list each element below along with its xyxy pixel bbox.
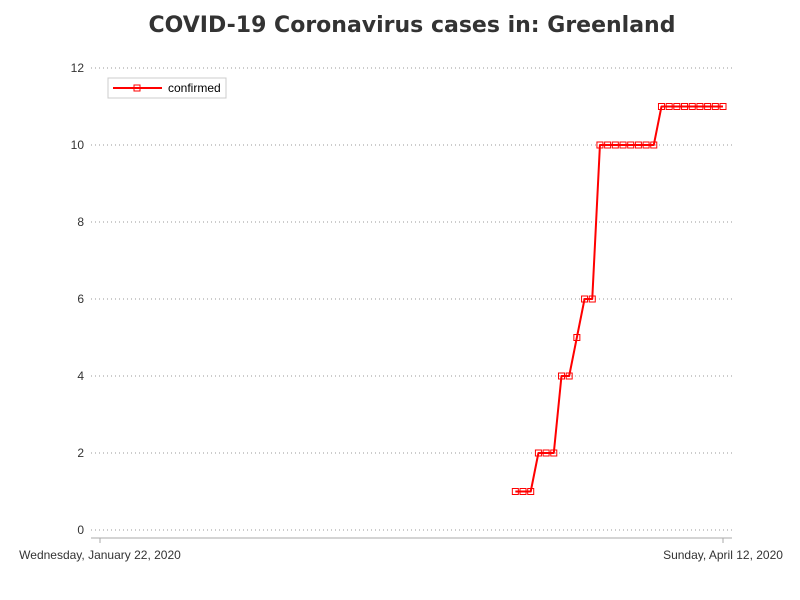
data-point-marker [704, 103, 712, 110]
data-point-marker [604, 141, 612, 149]
data-point-marker [657, 103, 665, 110]
data-point-marker [650, 141, 658, 149]
data-point-marker [673, 103, 681, 110]
series-confirmed [511, 103, 727, 495]
data-point-marker [681, 103, 689, 110]
data-point-marker [565, 372, 573, 380]
y-tick-label: 4 [77, 369, 84, 383]
data-point-marker [688, 103, 696, 110]
y-tick-label: 10 [71, 138, 85, 152]
y-tick-label: 8 [77, 215, 84, 229]
data-point-marker [542, 449, 550, 457]
data-point-marker [611, 141, 619, 149]
data-point-marker [696, 103, 704, 110]
data-point-marker [573, 334, 581, 341]
data-point-marker [550, 449, 558, 457]
x-tick-label: Wednesday, January 22, 2020 [19, 548, 181, 562]
data-point-marker [665, 103, 673, 110]
data-point-marker [719, 103, 727, 110]
y-tick-label: 6 [77, 292, 84, 306]
y-tick-label: 0 [77, 523, 84, 537]
legend: confirmed [107, 77, 227, 99]
x-tick-label: Sunday, April 12, 2020 [663, 548, 783, 562]
data-point-marker [711, 103, 719, 110]
y-axis-tick-labels: 0 2 4 6 8 10 12 [71, 61, 85, 537]
legend-marker-swatch [133, 84, 141, 92]
data-point-marker [634, 141, 642, 149]
data-point-marker [557, 372, 565, 380]
data-point-marker [511, 488, 519, 495]
data-point-marker [596, 141, 604, 149]
data-point-marker [619, 141, 627, 149]
legend-box [107, 77, 227, 99]
data-point-marker [534, 449, 542, 457]
chart-title: COVID-19 Coronavirus cases in: Greenland [149, 13, 676, 38]
y-tick-label: 12 [71, 61, 85, 75]
data-point-marker [642, 141, 650, 149]
data-point-marker [519, 488, 527, 495]
x-axis: Wednesday, January 22, 2020 Sunday, April… [19, 538, 783, 562]
y-gridlines [91, 67, 732, 531]
y-tick-label: 2 [77, 446, 84, 460]
series-line-confirmed [515, 105, 723, 493]
data-point-marker [527, 488, 535, 495]
data-point-marker [581, 295, 589, 303]
legend-label-confirmed: confirmed [168, 81, 221, 95]
data-point-marker [588, 295, 596, 303]
data-point-marker [627, 141, 635, 149]
